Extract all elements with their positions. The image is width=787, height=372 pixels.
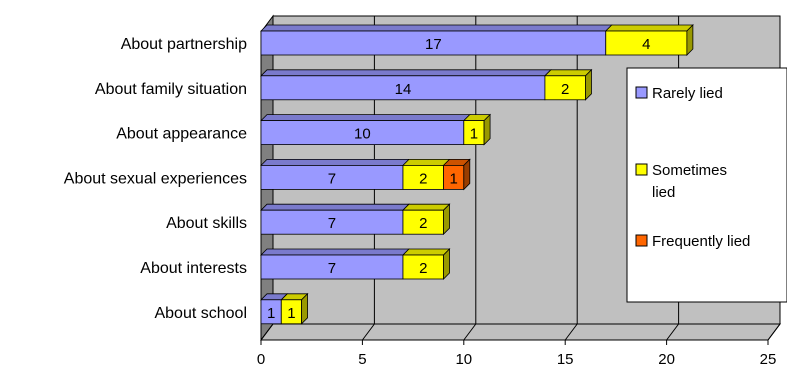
bar (260, 164, 404, 190)
bar (544, 75, 586, 101)
bar-top (260, 69, 552, 77)
legend-swatch (635, 86, 648, 99)
bar-side (585, 68, 592, 101)
x-tick-label: 0 (257, 351, 265, 368)
category-labels: About partnership About family situation A… (64, 36, 247, 322)
data-label: 1 (449, 170, 457, 187)
data-label: 10 (354, 126, 371, 143)
x-tick-label: 10 (455, 351, 472, 368)
legend-swatch (635, 234, 648, 247)
data-label: 1 (267, 305, 275, 322)
bar-top (260, 114, 471, 121)
bar-top (260, 24, 613, 32)
x-tick-label: 20 (658, 351, 675, 368)
bars: 17 414 210 17 2 17 27 21 1 (260, 24, 694, 325)
data-label: 2 (419, 260, 427, 277)
bar (260, 120, 465, 145)
bar-side (463, 158, 471, 191)
data-label: 7 (328, 170, 336, 187)
data-label: 4 (642, 36, 650, 53)
category-label: About sexual experiences (64, 170, 247, 187)
legend-swatch (635, 163, 648, 176)
bar (260, 75, 546, 101)
data-label: 14 (395, 81, 412, 98)
data-label: 17 (425, 36, 442, 53)
legend-label: Frequently lied (652, 233, 750, 250)
legend-label: Rarely lied (652, 85, 723, 102)
data-label: 7 (328, 215, 336, 232)
legend-box (626, 67, 787, 303)
bar (260, 30, 607, 56)
bar-top (401, 203, 451, 211)
floor-gridline (260, 323, 274, 341)
category-label: About skills (166, 215, 247, 232)
category-label: About school (154, 305, 247, 322)
data-label: 2 (561, 81, 569, 98)
bar (402, 209, 444, 235)
bar-side (443, 248, 450, 280)
bar-top (604, 24, 694, 32)
floor (260, 323, 781, 341)
bar-side (483, 113, 491, 146)
x-tick-label: 5 (358, 351, 366, 368)
data-label: 2 (419, 215, 427, 232)
floor-gridline (361, 323, 375, 341)
bar (260, 254, 404, 280)
category-label: About family situation (95, 81, 247, 98)
bar (402, 164, 444, 190)
x-tick-label: 15 (557, 351, 574, 368)
category-label: About appearance (116, 126, 247, 143)
bar-top (401, 158, 451, 166)
legend-label: Sometimes lied (652, 162, 727, 201)
bar-top (260, 158, 410, 166)
bar-top (543, 69, 593, 77)
bar-top (260, 203, 410, 211)
bar (402, 254, 444, 280)
category-label: About interests (140, 260, 247, 277)
legend: Rarely lied Sometimes lied Frequently lied (626, 67, 787, 303)
floor-gridline (666, 323, 679, 341)
bar-top (401, 248, 451, 256)
bar-top (260, 248, 410, 256)
data-label: 1 (287, 305, 295, 322)
x-axis-ticks: 0 5 10 15 20 25 (257, 339, 777, 368)
x-tick-label: 25 (760, 351, 777, 368)
bar-side (686, 24, 694, 56)
data-label: 1 (470, 126, 478, 143)
bar (260, 209, 404, 235)
bar-side (443, 203, 450, 236)
data-label: 2 (419, 170, 427, 187)
bar-side (301, 292, 308, 325)
category-label: About partnership (121, 36, 247, 53)
floor-gridline (463, 323, 477, 341)
data-label: 7 (328, 260, 336, 277)
floor-gridline (564, 323, 578, 341)
floor-gridline (767, 323, 781, 341)
bar (605, 30, 688, 56)
